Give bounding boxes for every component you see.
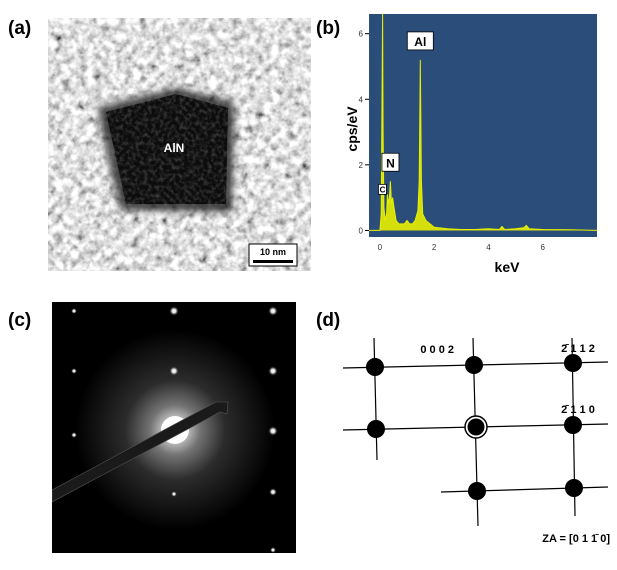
scale-bar-label: 10 nm [260, 247, 286, 257]
lattice-spots [366, 354, 583, 500]
peak-label-text: N [386, 156, 395, 170]
peak-label-al: Al [406, 31, 434, 51]
x-tick-label: 4 [486, 243, 491, 252]
x-tick-label: 6 [540, 243, 545, 252]
diffraction-spot [268, 306, 278, 316]
y-tick-label: 2 [359, 161, 364, 170]
diffraction-pattern [52, 302, 296, 553]
spot-label-0002: 0 0 0 2 [420, 344, 454, 356]
lattice-spot [366, 358, 384, 376]
indexed-schematic: 0 0 0 2 2̄ 1 1 2 2̄ 1 1 0 ZA = [0 1 1̄ 0… [342, 337, 610, 545]
diffraction-spot [171, 491, 177, 497]
particle-label: AlN [164, 141, 185, 155]
diffraction-spots [71, 306, 278, 553]
plot-background [369, 14, 597, 237]
x-tick-label: 2 [432, 243, 437, 252]
spot-label-2110: 2̄ 1 1 0 [561, 404, 595, 416]
y-tick-label: 4 [359, 95, 364, 104]
panel-label-b: (b) [316, 18, 341, 39]
eds-spectrum-chart: cps/eV keV 0 2 4 6 0 2 4 6 N C Al [344, 13, 598, 274]
lattice-spot [465, 356, 483, 374]
peak-label-n: N [381, 152, 400, 172]
y-tick-label: 6 [359, 30, 364, 39]
x-tick-label: 0 [378, 243, 383, 252]
lattice-column-line [373, 337, 378, 461]
scale-bar: 10 nm [248, 243, 298, 267]
diffraction-spot [169, 366, 179, 376]
diffraction-spot [71, 432, 77, 438]
panel-label-a: (a) [8, 18, 32, 39]
origin-spot [467, 418, 485, 436]
peak-label-text: Al [414, 35, 426, 49]
lattice-spot [564, 416, 582, 434]
diffraction-spot [71, 368, 77, 374]
diffraction-spot [268, 366, 278, 376]
diffraction-spot [71, 308, 77, 314]
particle-texture [106, 94, 228, 206]
diffraction-spot [270, 547, 276, 553]
x-axis-label: keV [495, 259, 521, 274]
panel-label-c: (c) [8, 310, 32, 331]
panel-label-d: (d) [316, 310, 341, 331]
lattice-spot [367, 420, 385, 438]
beam-stopper [52, 401, 229, 503]
peak-label-text: C [380, 185, 386, 194]
diffraction-spot [269, 488, 277, 496]
y-axis-label: cps/eV [344, 106, 360, 152]
spot-label-2112: 2̄ 1 1 2 [561, 343, 595, 355]
lattice-spot [565, 479, 583, 497]
y-tick-label: 0 [359, 226, 364, 235]
lattice-spot [564, 354, 582, 372]
lattice-spot [468, 482, 486, 500]
peak-label-c: C [378, 183, 387, 195]
spectrum-fill [369, 14, 597, 231]
zone-axis-label: ZA = [0 1 1̄ 0] [542, 533, 610, 545]
tem-image: AlN 10 nm [48, 18, 311, 271]
diffraction-spot [169, 306, 179, 316]
diffraction-spot [268, 426, 278, 436]
